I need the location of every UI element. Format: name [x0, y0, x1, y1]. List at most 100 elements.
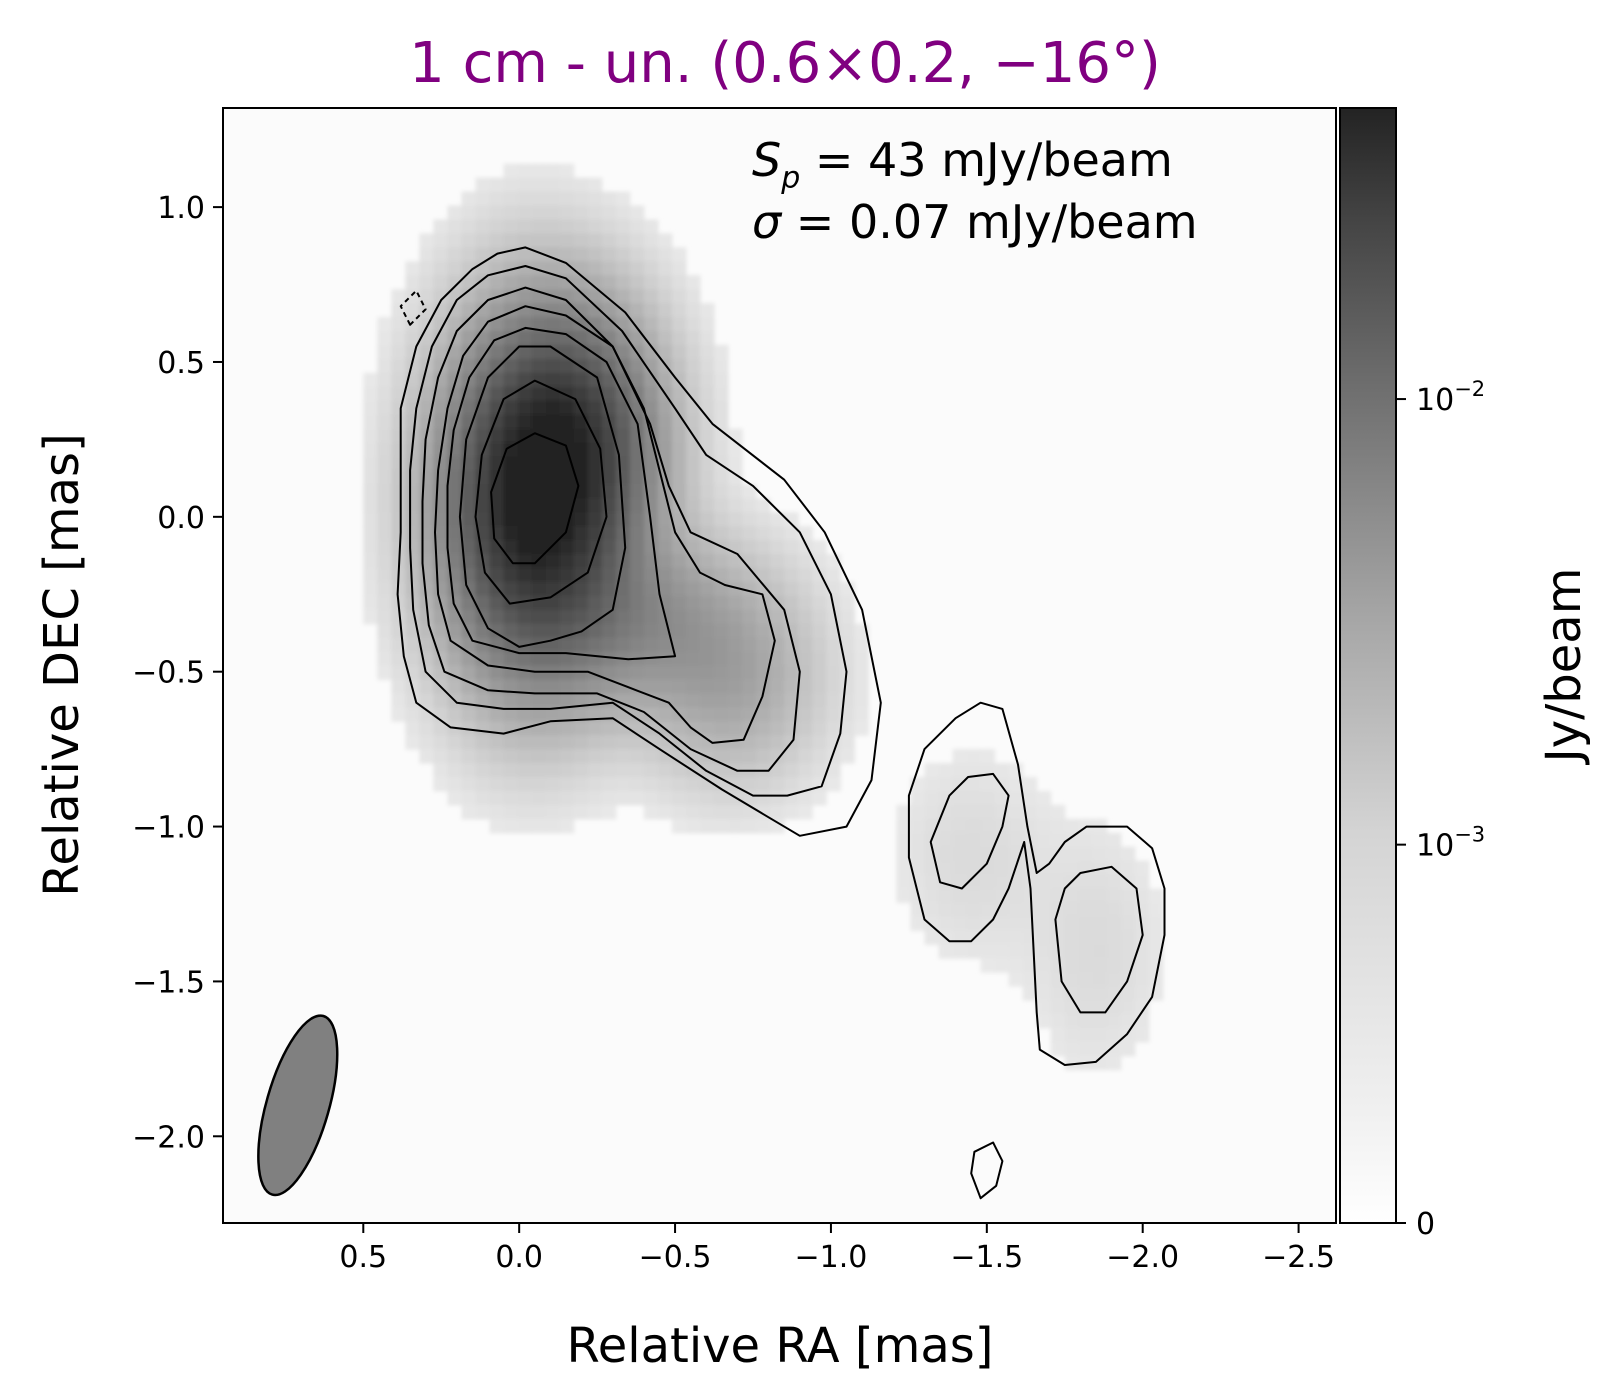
intensity-pixel [601, 623, 617, 639]
intensity-pixel [475, 763, 491, 778]
intensity-pixel [966, 777, 982, 792]
intensity-pixel [1064, 986, 1080, 1001]
intensity-pixel [994, 790, 1010, 806]
intensity-pixel [461, 428, 477, 444]
intensity-pixel [657, 414, 673, 430]
colorbar-ticks: 10−2 10−3 0 [1396, 377, 1485, 1242]
intensity-pixel [433, 526, 448, 541]
intensity-pixel [686, 414, 701, 430]
intensity-pixel [671, 735, 687, 750]
intensity-pixel [615, 331, 631, 346]
intensity-pixel [994, 930, 1010, 945]
intensity-pixel [629, 735, 645, 750]
intensity-pixel [531, 498, 547, 513]
intensity-pixel [700, 595, 715, 611]
intensity-pixel [573, 261, 589, 276]
intensity-pixel [433, 456, 448, 471]
intensity-pixel [1134, 958, 1150, 973]
intensity-pixel [657, 554, 673, 569]
intensity-pixel [489, 191, 505, 207]
intensity-pixel [714, 414, 729, 430]
intensity-pixel [545, 790, 561, 806]
intensity-pixel [924, 874, 940, 890]
intensity-pixel [461, 804, 477, 820]
intensity-pixel [714, 386, 729, 402]
intensity-pixel [629, 526, 645, 541]
intensity-pixel [1106, 930, 1122, 945]
x-tick-label: 0.5 [339, 1240, 387, 1275]
intensity-pixel [545, 317, 561, 332]
intensity-pixel [1036, 1013, 1052, 1029]
intensity-pixel [700, 400, 715, 416]
intensity-pixel [1036, 944, 1052, 959]
intensity-pixel [798, 749, 813, 764]
intensity-pixel [1036, 972, 1052, 987]
intensity-pixel [700, 790, 715, 806]
intensity-pixel [461, 233, 477, 248]
intensity-pixel [419, 442, 434, 457]
intensity-pixel [489, 554, 505, 569]
intensity-pixel [531, 400, 547, 416]
intensity-pixel [601, 581, 617, 597]
intensity-pixel [475, 191, 491, 207]
intensity-pixel [601, 261, 617, 276]
intensity-pixel [363, 554, 378, 569]
intensity-pixel [615, 205, 631, 221]
intensity-pixel [952, 818, 968, 834]
intensity-pixel [545, 442, 561, 457]
intensity-pixel [587, 567, 603, 583]
intensity-pixel [994, 902, 1010, 917]
intensity-pixel [587, 749, 603, 764]
intensity-pixel [924, 804, 940, 820]
intensity-pixel [503, 470, 519, 485]
intensity-pixel [629, 637, 645, 653]
intensity-pixel [1008, 958, 1024, 973]
intensity-pixel [447, 372, 463, 388]
intensity-pixel [377, 428, 392, 444]
intensity-pixel [503, 456, 519, 471]
intensity-pixel [475, 790, 491, 806]
intensity-pixel [615, 637, 631, 653]
intensity-pixel [601, 526, 617, 541]
intensity-pixel [461, 484, 477, 499]
intensity-pixel [517, 749, 533, 764]
intensity-pixel [1050, 804, 1066, 820]
intensity-pixel [377, 540, 392, 555]
intensity-pixel [1050, 1041, 1066, 1057]
intensity-pixel [1134, 874, 1150, 890]
intensity-pixel [531, 191, 547, 207]
intensity-pixel [700, 428, 715, 444]
intensity-pixel [587, 679, 603, 694]
intensity-pixel [489, 540, 505, 555]
intensity-pixel [489, 735, 505, 750]
intensity-pixel [545, 665, 561, 680]
intensity-pixel [587, 261, 603, 276]
intensity-pixel [517, 191, 533, 207]
intensity-pixel [489, 372, 505, 388]
intensity-pixel [489, 526, 505, 541]
intensity-pixel [770, 707, 785, 722]
intensity-pixel [405, 261, 420, 276]
intensity-pixel [1064, 832, 1080, 848]
intensity-pixel [573, 679, 589, 694]
intensity-pixel [700, 735, 715, 750]
intensity-pixel [756, 498, 771, 513]
colorbar-tick-label: 10−2 [1416, 377, 1485, 418]
intensity-pixel [587, 609, 603, 625]
intensity-pixel [629, 554, 645, 569]
intensity-pixel [475, 289, 491, 304]
intensity-pixel [517, 303, 533, 318]
intensity-pixel [475, 303, 491, 318]
intensity-pixel [686, 344, 701, 360]
intensity-pixel [475, 567, 491, 583]
intensity-pixel [545, 358, 561, 374]
intensity-pixel [377, 442, 392, 457]
intensity-pixel [531, 344, 547, 360]
intensity-pixel [728, 470, 743, 485]
intensity-pixel [1050, 860, 1066, 876]
intensity-pixel [657, 581, 673, 597]
intensity-pixel [391, 317, 406, 332]
intensity-pixel [461, 665, 477, 680]
intensity-pixel [770, 512, 785, 527]
contour-line [929, 772, 1010, 890]
